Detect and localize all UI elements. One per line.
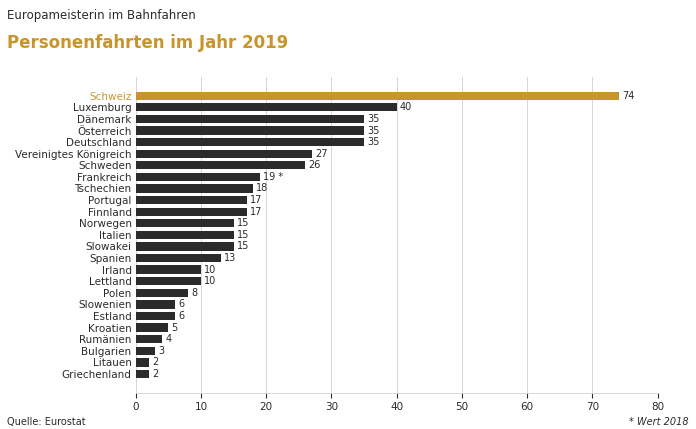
Bar xyxy=(136,358,149,367)
Text: 15: 15 xyxy=(237,230,249,240)
Text: 2: 2 xyxy=(152,369,158,379)
Bar xyxy=(136,323,168,332)
Text: 35: 35 xyxy=(367,114,380,124)
Bar xyxy=(136,254,221,262)
Text: 35: 35 xyxy=(367,137,380,147)
Text: 15: 15 xyxy=(237,218,249,228)
Text: Quelle: Eurostat: Quelle: Eurostat xyxy=(7,417,86,427)
Bar xyxy=(136,196,246,204)
Text: 4: 4 xyxy=(165,334,171,344)
Bar xyxy=(136,300,175,308)
Text: 2: 2 xyxy=(152,357,158,367)
Bar xyxy=(136,115,364,123)
Text: Personenfahrten im Jahr 2019: Personenfahrten im Jahr 2019 xyxy=(7,34,288,52)
Bar xyxy=(136,335,161,344)
Bar xyxy=(136,138,364,146)
Bar xyxy=(136,266,201,274)
Bar xyxy=(136,161,306,169)
Text: 8: 8 xyxy=(191,288,197,298)
Bar xyxy=(136,370,149,378)
Text: 15: 15 xyxy=(237,242,249,251)
Text: 17: 17 xyxy=(250,207,262,217)
Text: 5: 5 xyxy=(172,323,178,332)
Text: 17: 17 xyxy=(250,195,262,205)
Text: 6: 6 xyxy=(178,311,184,321)
Text: 3: 3 xyxy=(159,346,165,356)
Bar xyxy=(136,91,619,100)
Text: 18: 18 xyxy=(256,184,269,193)
Bar xyxy=(136,242,234,251)
Text: 10: 10 xyxy=(204,276,216,286)
Text: 26: 26 xyxy=(308,160,321,170)
Bar xyxy=(136,219,234,227)
Text: Europameisterin im Bahnfahren: Europameisterin im Bahnfahren xyxy=(7,9,196,21)
Bar xyxy=(136,184,253,193)
Text: 6: 6 xyxy=(178,299,184,309)
Text: 35: 35 xyxy=(367,126,380,136)
Text: 74: 74 xyxy=(622,91,634,101)
Text: 10: 10 xyxy=(204,265,216,275)
Text: 13: 13 xyxy=(224,253,236,263)
Bar xyxy=(136,289,188,297)
Bar xyxy=(136,231,234,239)
Text: * Wert 2018: * Wert 2018 xyxy=(629,417,689,427)
Bar xyxy=(136,103,397,112)
Bar xyxy=(136,277,201,285)
Bar xyxy=(136,312,175,320)
Text: 27: 27 xyxy=(315,149,328,159)
Text: 19 *: 19 * xyxy=(263,172,283,182)
Bar xyxy=(136,150,312,158)
Bar xyxy=(136,347,155,355)
Text: 40: 40 xyxy=(400,103,412,112)
Bar xyxy=(136,173,260,181)
Bar xyxy=(136,126,364,135)
Bar xyxy=(136,208,246,216)
